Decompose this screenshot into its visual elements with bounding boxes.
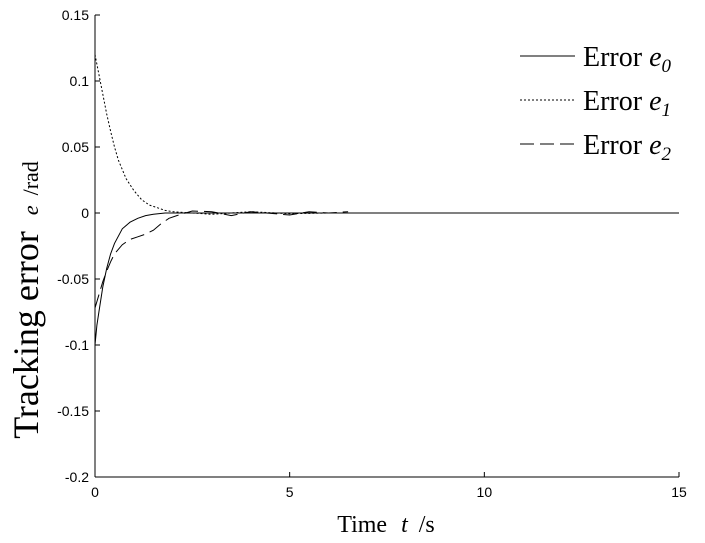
y-tick-label: 0.15 <box>62 7 89 23</box>
legend-label-subscript: 2 <box>662 144 672 165</box>
x-axis: 0 5 10 15 <box>91 472 687 500</box>
y-tick-label: -0.15 <box>57 403 89 419</box>
legend-label-prefix: Error <box>583 130 649 161</box>
x-axis-title: Time t /s <box>337 512 435 538</box>
x-axis-title-prefix: Time <box>337 512 387 538</box>
x-axis-title-suffix: /s <box>419 512 435 538</box>
legend-label-subscript: 1 <box>662 100 672 121</box>
legend-label-e0: Error e0 <box>583 42 672 77</box>
legend-label-prefix: Error <box>583 42 649 73</box>
x-tick-label: 0 <box>91 484 99 500</box>
legend-label-e2: Error e2 <box>583 130 672 165</box>
y-tick-label: 0 <box>81 205 89 221</box>
y-tick-label: 0.05 <box>62 139 89 155</box>
series-line-e1 <box>94 54 391 215</box>
legend-label-e1: Error e1 <box>583 86 671 121</box>
series-line-e2 <box>94 210 349 309</box>
x-axis-title-symbol: t <box>401 512 409 538</box>
legend-label-symbol: e <box>649 42 661 73</box>
x-tick-label: 10 <box>477 484 493 500</box>
series-layer <box>94 54 679 346</box>
y-axis-title-prefix: Tracking error <box>6 231 46 439</box>
x-tick-label: 15 <box>671 484 687 500</box>
y-tick-label: -0.2 <box>65 469 89 485</box>
y-tick-label: -0.05 <box>57 271 89 287</box>
y-axis: 0.15 0.1 0.05 0 -0.05 -0.1 -0.15 -0.2 <box>57 7 100 485</box>
x-tick-label: 5 <box>286 484 294 500</box>
legend-label-symbol: e <box>649 130 661 161</box>
series-line-e0 <box>94 212 679 346</box>
plot-frame <box>94 15 679 478</box>
legend-label-subscript: 0 <box>662 56 672 77</box>
y-axis-title: Tracking error e /rad <box>6 161 46 439</box>
legend-label-symbol: e <box>649 86 661 117</box>
y-tick-label: -0.1 <box>65 337 89 353</box>
y-tick-label: 0.1 <box>70 73 90 89</box>
y-axis-title-symbol: e <box>18 205 43 215</box>
y-axis-title-suffix: /rad <box>18 161 43 195</box>
legend-label-prefix: Error <box>583 86 649 117</box>
